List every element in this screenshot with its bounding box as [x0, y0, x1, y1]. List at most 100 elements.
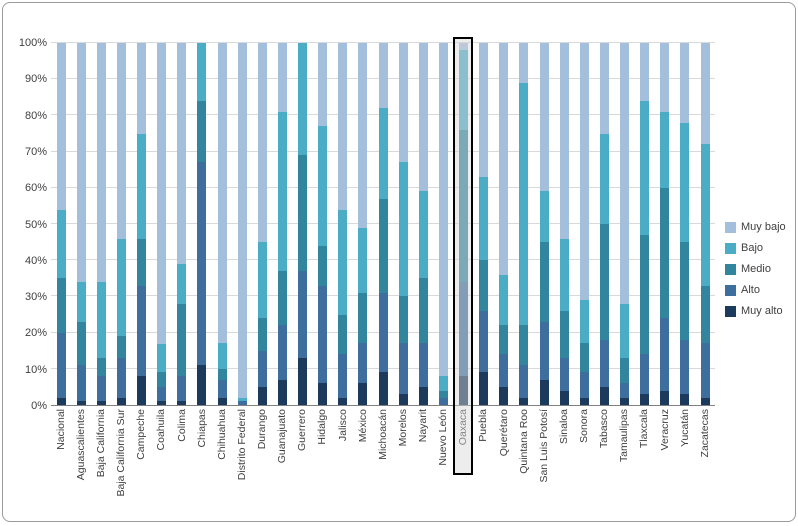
bar-segment: [499, 354, 509, 387]
stacked-bar: [116, 43, 126, 405]
stacked-bar: [217, 43, 227, 405]
stacked-bar: [599, 43, 609, 405]
bar-segment: [418, 191, 428, 279]
x-axis-label: Nuevo León: [437, 409, 450, 466]
bar-column: [635, 43, 655, 405]
stacked-bar: [479, 43, 489, 405]
legend-label: Alto: [741, 284, 760, 296]
y-axis-tick-label: 30%: [24, 291, 47, 304]
bar-segment: [96, 43, 106, 282]
bar-segment: [338, 354, 348, 398]
bar-segment: [519, 82, 529, 326]
bar-segment: [338, 314, 348, 355]
stacked-bar: [418, 43, 428, 405]
bar-segment: [277, 271, 287, 326]
stacked-bar: [680, 43, 690, 405]
bar-segment: [700, 285, 710, 344]
bar-segment: [700, 43, 710, 145]
x-axis-label-slot: Sonora: [574, 409, 594, 519]
bar-segment: [499, 43, 509, 275]
legend-swatch: [725, 242, 736, 254]
bar-segment: [56, 332, 66, 398]
bar-segment: [298, 43, 308, 156]
bar-segment: [56, 397, 66, 405]
bar-column: [91, 43, 111, 405]
x-axis-label: Distrito Federal: [235, 409, 248, 481]
bar-segment: [438, 376, 448, 391]
bar-segment: [620, 357, 630, 384]
bar-segment: [599, 339, 609, 387]
bar-segment: [579, 372, 589, 398]
bar-segment: [438, 397, 448, 405]
bar-column: [212, 43, 232, 405]
bars-container: [51, 43, 715, 405]
x-axis-label-slot: Oaxaca: [454, 409, 474, 519]
bar-segment: [197, 43, 207, 101]
bar-column: [172, 43, 192, 405]
bar-column: [574, 43, 594, 405]
bar-segment: [96, 357, 106, 377]
bar-segment: [157, 43, 167, 344]
x-axis-label-slot: Sinaloa: [554, 409, 574, 519]
x-axis-label-slot: Nuevo León: [433, 409, 453, 519]
bar-segment: [257, 318, 267, 351]
y-axis-tick-label: 60%: [24, 182, 47, 195]
bar-segment: [539, 242, 549, 322]
bar-segment: [620, 43, 630, 304]
stacked-bar: [277, 43, 287, 405]
bar-column: [393, 43, 413, 405]
bar-segment: [479, 260, 489, 311]
bar-segment: [76, 401, 86, 405]
legend-swatch: [725, 284, 736, 296]
bar-segment: [438, 390, 448, 398]
bar-segment: [177, 303, 187, 377]
x-axis-label-slot: Michoacán: [373, 409, 393, 519]
x-axis-label: Veracruz: [658, 409, 671, 451]
bar-column: [655, 43, 675, 405]
x-axis-label: Tabasco: [598, 409, 611, 449]
legend-swatch: [725, 221, 736, 233]
bar-segment: [358, 292, 368, 344]
bar-segment: [599, 224, 609, 340]
x-axis-label-slot: Baja California Sur: [111, 409, 131, 519]
bar-segment: [418, 386, 428, 405]
x-axis-label-slot: Durango: [252, 409, 272, 519]
x-axis-label: Coahuila: [155, 409, 168, 451]
x-axis-label-slot: Yucatán: [675, 409, 695, 519]
bar-column: [554, 43, 574, 405]
bar-segment: [640, 394, 650, 405]
bar-segment: [137, 238, 147, 286]
bar-segment: [116, 357, 126, 398]
stacked-bar: [519, 43, 529, 405]
stacked-bar: [660, 43, 670, 405]
bar-segment: [96, 281, 106, 358]
bar-column: [152, 43, 172, 405]
bar-column: [534, 43, 554, 405]
x-axis-label-slot: Morelos: [393, 409, 413, 519]
x-axis-label-slot: Chiapas: [192, 409, 212, 519]
x-axis-label: Tlaxcala: [638, 409, 651, 449]
x-axis-label: Nayarit: [417, 409, 430, 443]
bar-segment: [700, 397, 710, 405]
bar-segment: [398, 394, 408, 405]
bar-segment: [519, 325, 529, 366]
bar-segment: [519, 397, 529, 405]
x-axis-label: Chiapas: [195, 409, 208, 448]
bar-segment: [539, 379, 549, 405]
legend-item: Bajo: [725, 242, 786, 254]
bar-column: [454, 43, 474, 405]
bar-segment: [96, 401, 106, 405]
x-axis-label-slot: Distrito Federal: [232, 409, 252, 519]
gridline: [51, 42, 715, 43]
bar-segment: [640, 43, 650, 101]
bar-segment: [700, 343, 710, 398]
bar-segment: [599, 43, 609, 134]
stacked-bar: [358, 43, 368, 405]
bar-segment: [298, 271, 308, 358]
bar-segment: [660, 390, 670, 405]
bar-segment: [257, 386, 267, 405]
legend-swatch: [725, 305, 736, 317]
x-axis-label: Hidalgo: [316, 409, 329, 445]
bar-column: [433, 43, 453, 405]
bar-segment: [298, 155, 308, 272]
